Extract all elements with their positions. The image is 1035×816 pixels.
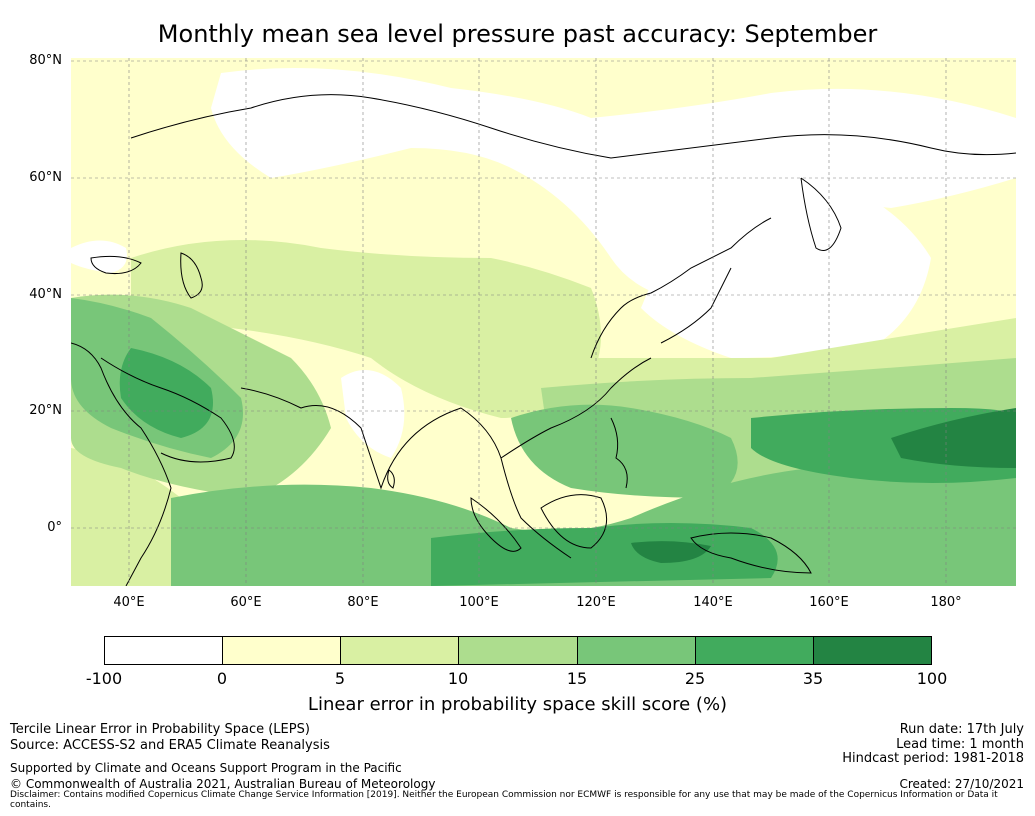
colorbar-segment [459,637,578,664]
skill-region-light-green-central [131,240,601,418]
coastline-new-guinea [690,532,812,574]
colorbar-tick: 25 [684,669,706,688]
skill-region-white-ne-asia [641,178,931,358]
coastlines [71,94,1016,586]
colorbar-segment [695,637,814,664]
colorbar-tick: -100 [85,669,123,688]
skill-region-darkest-green-banda [631,541,711,563]
colorbar-tick: 35 [802,669,824,688]
gridlines [71,58,1016,586]
footer-hindcast: Hindcast period: 1981-2018 [842,751,1024,766]
lon-label-60e: 60°E [230,595,262,610]
colorbar-segment [577,637,696,664]
lat-label-0: 0° [47,520,62,535]
coastline-africa-arabia [71,342,235,586]
lon-label-100e: 100°E [459,595,499,610]
coastline-arctic [130,94,1016,159]
skill-region-white-india [341,370,405,458]
footer-lead-time: Lead time: 1 month [896,737,1024,752]
coastline-caspian [180,252,203,299]
coastline-southeast-asia [460,357,652,559]
footer-source: Source: ACCESS-S2 and ERA5 Climate Reana… [10,738,330,753]
colorbar-segment [341,637,460,664]
coastline-kamchatka [800,177,842,251]
colorbar-tick: 5 [334,669,346,688]
chart-title: Monthly mean sea level pressure past acc… [157,20,878,48]
skill-region-dark-green-arabia [119,348,213,438]
footer-copyright: © Commonwealth of Australia 2021, Austra… [10,777,436,791]
map-canvas [71,58,1016,586]
lon-label-40e: 40°E [113,595,145,610]
coastline-sri-lanka [387,469,395,489]
lat-label-20n: 20°N [29,403,62,418]
coastline-borneo [540,494,608,549]
lon-label-140e: 140°E [693,595,733,610]
lon-label-80e: 80°E [347,595,379,610]
colorbar-segment [813,637,931,664]
footer-disclaimer: Disclaimer: Contains modified Copernicus… [10,790,998,810]
skill-region-green-south-china-sea [511,404,738,498]
colorbar-segment [223,637,342,664]
lon-label-160e: 160°E [809,595,849,610]
coastline-black-sea [90,255,142,274]
skill-region-darkest-green-pacific [891,408,1016,468]
footer-created: Created: 27/10/2021 [899,777,1024,791]
coastline-sumatra [470,497,522,552]
footer-run-date: Run date: 17th July [899,722,1024,737]
coastline-india [240,387,462,490]
coastline-china-korea [590,217,772,359]
colorbar-segment [105,637,224,664]
skill-region-white-siberia [211,68,1016,298]
footer-support: Supported by Climate and Oceans Support … [10,761,402,775]
lon-label-120e: 120°E [576,595,616,610]
colorbar [104,636,932,665]
colorbar-tick: 10 [447,669,469,688]
lat-label-80n: 80°N [29,53,62,68]
skill-region-green-indian-ocean [171,438,1016,586]
colorbar-tick: 0 [216,669,228,688]
colorbar-label: Linear error in probability space skill … [307,694,728,715]
lat-label-40n: 40°N [29,287,62,302]
coastline-philippines [610,417,628,489]
footer-method: Tercile Linear Error in Probability Spac… [10,722,310,737]
colorbar-tick: 100 [916,669,948,688]
lat-label-60n: 60°N [29,170,62,185]
coastline-japan [660,267,732,344]
lon-label-180: 180° [930,595,962,610]
colorbar-tick: 15 [566,669,588,688]
skill-score-map [71,58,1016,586]
